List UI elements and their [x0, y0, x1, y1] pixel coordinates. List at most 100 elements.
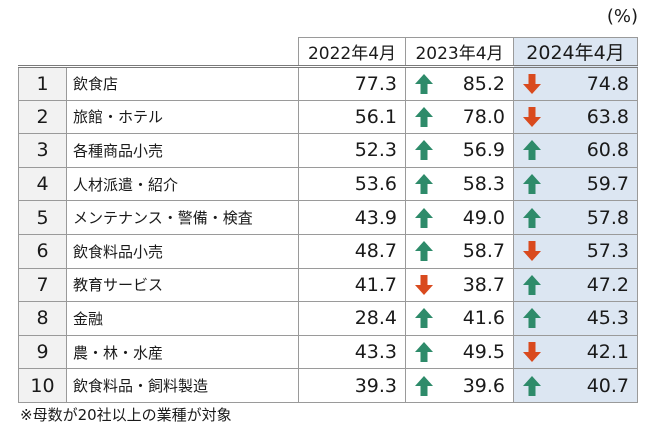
header-2024: 2024年4月 [513, 37, 638, 68]
value-2023: 78.0 [462, 105, 505, 128]
value-2024-cell: 57.8 [513, 200, 638, 235]
value-2024: 63.8 [586, 105, 629, 128]
arrow-down-icon [522, 341, 542, 363]
value-2024: 57.3 [586, 240, 629, 263]
industry-cell: 飲食料品小売 [66, 233, 299, 269]
arrow-up-icon [414, 73, 434, 95]
value-2022-cell: 43.3 [298, 334, 406, 370]
value-2024-cell: 45.3 [513, 301, 638, 336]
arrow-down-icon [414, 274, 434, 296]
industry-cell: メンテナンス・警備・検査 [66, 200, 299, 235]
value-2024-cell: 57.3 [513, 233, 638, 269]
table-row: 7 教育サービス 41.7 38.7 47.2 [18, 267, 638, 303]
value-2023-cell: 49.5 [405, 334, 514, 370]
value-2024-cell: 59.7 [513, 166, 638, 202]
value-2024: 60.8 [586, 139, 629, 162]
rank-cell: 9 [18, 334, 67, 370]
arrow-up-icon [522, 274, 542, 296]
value-2022-cell: 56.1 [298, 99, 406, 135]
arrow-down-icon [522, 240, 542, 262]
arrow-up-icon [522, 307, 542, 329]
value-2023: 56.9 [462, 139, 505, 162]
arrow-up-icon [414, 173, 434, 195]
table-row: 3 各種商品小売 52.3 56.9 60.8 [18, 133, 638, 168]
value-2023-cell: 41.6 [405, 301, 514, 336]
value-2022-cell: 28.4 [298, 301, 406, 336]
industry-cell: 農・林・水産 [66, 334, 299, 370]
header-empty-cell [18, 37, 299, 68]
value-2022-cell: 77.3 [298, 66, 406, 101]
arrow-down-icon [522, 106, 542, 128]
value-2023: 38.7 [462, 273, 505, 296]
rank-cell: 8 [18, 301, 67, 336]
arrow-up-icon [522, 375, 542, 397]
industry-cell: 各種商品小売 [66, 133, 299, 168]
value-2023-cell: 56.9 [405, 133, 514, 168]
footnote: ※母数が20社以上の業種が対象 [20, 406, 232, 424]
arrow-down-icon [522, 73, 542, 95]
value-2023-cell: 85.2 [405, 66, 514, 101]
value-2023-cell: 58.3 [405, 166, 514, 202]
rank-cell: 5 [18, 200, 67, 235]
rank-cell: 7 [18, 267, 67, 303]
value-2023: 85.2 [462, 72, 505, 95]
value-2023: 39.6 [462, 374, 505, 397]
table-row: 10 飲食料品・飼料製造 39.3 39.6 40.7 [18, 368, 638, 403]
value-2022-cell: 48.7 [298, 233, 406, 269]
table-row: 9 農・林・水産 43.3 49.5 42.1 [18, 334, 638, 370]
rank-cell: 1 [18, 66, 67, 101]
header-2022: 2022年4月 [298, 37, 406, 68]
arrow-up-icon [414, 307, 434, 329]
value-2024: 74.8 [586, 72, 629, 95]
value-2024-cell: 63.8 [513, 99, 638, 135]
arrow-up-icon [414, 240, 434, 262]
value-2023: 58.3 [462, 173, 505, 196]
value-2023: 49.5 [462, 341, 505, 364]
industry-cell: 飲食店 [66, 66, 299, 101]
ranking-table: 2022年4月 2023年4月 2024年4月 1 飲食店 77.3 85.2 74.8… [18, 37, 638, 403]
value-2023-cell: 58.7 [405, 233, 514, 269]
header-2023: 2023年4月 [405, 37, 514, 68]
rank-cell: 2 [18, 99, 67, 135]
value-2024: 42.1 [586, 341, 629, 364]
arrow-up-icon [414, 139, 434, 161]
table-row: 6 飲食料品小売 48.7 58.7 57.3 [18, 233, 638, 269]
value-2024: 45.3 [586, 307, 629, 330]
rank-cell: 6 [18, 233, 67, 269]
unit-label: (%) [606, 6, 638, 27]
table-row: 5 メンテナンス・警備・検査 43.9 49.0 57.8 [18, 200, 638, 235]
industry-cell: 人材派遣・紹介 [66, 166, 299, 202]
value-2024-cell: 47.2 [513, 267, 638, 303]
table-row: 8 金融 28.4 41.6 45.3 [18, 301, 638, 336]
value-2024: 40.7 [586, 374, 629, 397]
arrow-up-icon [414, 375, 434, 397]
industry-cell: 教育サービス [66, 267, 299, 303]
value-2024: 59.7 [586, 173, 629, 196]
value-2023-cell: 78.0 [405, 99, 514, 135]
value-2024: 57.8 [586, 206, 629, 229]
arrow-up-icon [414, 106, 434, 128]
arrow-up-icon [522, 173, 542, 195]
value-2024-cell: 40.7 [513, 368, 638, 403]
value-2024-cell: 74.8 [513, 66, 638, 101]
value-2023: 41.6 [462, 307, 505, 330]
arrow-up-icon [414, 341, 434, 363]
value-2024-cell: 42.1 [513, 334, 638, 370]
header-row: 2022年4月 2023年4月 2024年4月 [18, 37, 638, 68]
table-row: 4 人材派遣・紹介 53.6 58.3 59.7 [18, 166, 638, 202]
value-2023-cell: 38.7 [405, 267, 514, 303]
rank-cell: 10 [18, 368, 67, 403]
rank-cell: 4 [18, 166, 67, 202]
value-2022-cell: 43.9 [298, 200, 406, 235]
arrow-up-icon [522, 207, 542, 229]
value-2023-cell: 49.0 [405, 200, 514, 235]
rank-cell: 3 [18, 133, 67, 168]
arrow-up-icon [522, 139, 542, 161]
table-row: 2 旅館・ホテル 56.1 78.0 63.8 [18, 99, 638, 135]
value-2023: 58.7 [462, 240, 505, 263]
value-2023-cell: 39.6 [405, 368, 514, 403]
industry-cell: 旅館・ホテル [66, 99, 299, 135]
table-row: 1 飲食店 77.3 85.2 74.8 [18, 66, 638, 101]
value-2022-cell: 53.6 [298, 166, 406, 202]
value-2022-cell: 39.3 [298, 368, 406, 403]
